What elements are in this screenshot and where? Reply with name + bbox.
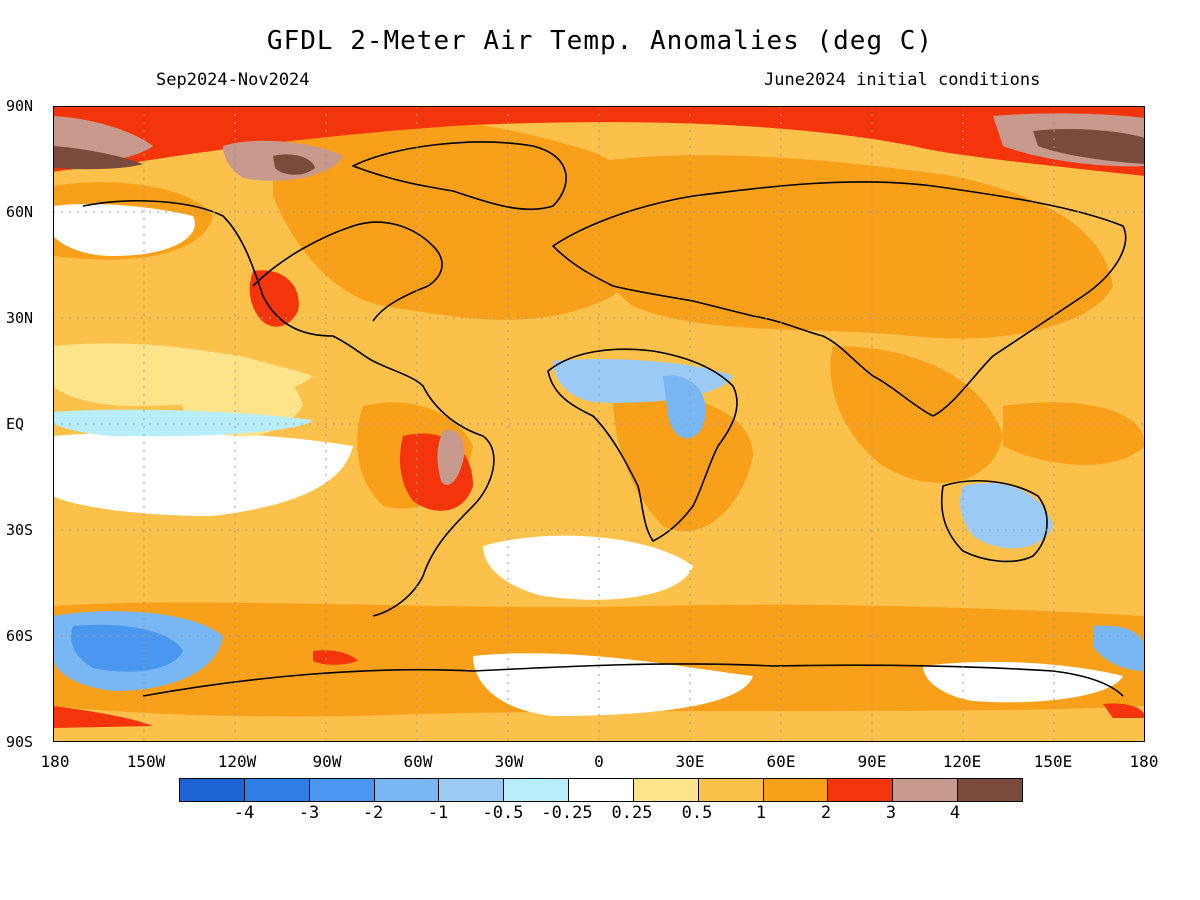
lon-label-30e: 30E (675, 752, 705, 771)
lon-label-60e: 60E (766, 752, 796, 771)
anomaly-patch (273, 154, 315, 175)
anomaly-patch (53, 409, 313, 437)
africa-coastline (547, 348, 738, 542)
lat-label-60n: 60N (6, 203, 34, 221)
lon-label-180e: 180 (1129, 752, 1159, 771)
colorbar-swatch (244, 779, 310, 801)
anomaly-patch (53, 706, 153, 728)
colorbar-swatch (698, 779, 764, 801)
lon-label-120w: 120W (217, 752, 257, 771)
forecast-period: Sep2024-Nov2024 (156, 70, 310, 90)
initial-conditions: June2024 initial conditions (764, 70, 1041, 90)
north-america-east-coastline (252, 221, 443, 322)
anomaly-patch (1103, 703, 1145, 718)
lon-label-150w: 150W (126, 752, 166, 771)
lon-label-120e: 120E (942, 752, 982, 771)
greenland-coastline (352, 141, 567, 211)
colorbar-label: 2 (820, 803, 832, 823)
anomaly-patch (53, 431, 353, 516)
colorbar-swatch (439, 779, 505, 801)
colorbar-swatch (309, 779, 375, 801)
eurasia-coastline (552, 181, 1127, 417)
anomaly-patch (663, 375, 706, 439)
lat-label-eq: EQ (6, 415, 25, 433)
anomaly-patch (1033, 128, 1145, 164)
graticule (53, 106, 1145, 742)
colorbar-label: 1 (755, 803, 767, 823)
colorbar-swatch (569, 779, 634, 801)
anomaly-patch (613, 393, 753, 532)
anomaly-patch (273, 115, 648, 320)
antarctica-coastline (142, 663, 1124, 697)
colorbar-label: -0.5 (482, 803, 524, 823)
colorbar-label: -3 (298, 803, 320, 823)
anomaly-patch (473, 653, 753, 716)
lon-label-180w: 180 (40, 752, 70, 771)
lon-label-90w: 90W (312, 752, 342, 771)
lon-label-90e: 90E (857, 752, 887, 771)
anomaly-map (53, 106, 1145, 742)
colorbar-label: 0.5 (681, 803, 713, 823)
map-title: GFDL 2-Meter Air Temp. Anomalies (deg C) (266, 26, 934, 56)
colorbar-swatch (633, 779, 699, 801)
colorbar-label: -4 (233, 803, 255, 823)
colorbar-swatch (180, 779, 245, 801)
anomaly-patch (1093, 625, 1145, 671)
anomaly-patch (483, 535, 693, 600)
anomaly-patch (923, 661, 1123, 703)
colorbar-swatch (504, 779, 570, 801)
colorbar-label: 4 (949, 803, 961, 823)
colorbar-swatch (958, 779, 1022, 801)
lat-label-30s: 30S (6, 521, 34, 539)
colorbar-label: -2 (362, 803, 384, 823)
colorbar-swatch (763, 779, 829, 801)
colorbar-swatch (374, 779, 440, 801)
map-frame (53, 106, 1145, 742)
anomaly-patch (830, 346, 1003, 483)
lat-label-90s: 90S (6, 733, 34, 751)
anomaly-patch (437, 430, 465, 485)
anomaly-patch (53, 146, 143, 170)
anomaly-patch (960, 482, 1053, 549)
colorbar-label: -1 (427, 803, 449, 823)
lon-label-150e: 150E (1033, 752, 1073, 771)
anomaly-patch (53, 204, 195, 256)
anomaly-patch (313, 650, 358, 665)
anomaly-patch (573, 155, 1113, 339)
americas-coastline (82, 200, 495, 617)
lon-label-60w: 60W (403, 752, 433, 771)
coastlines (82, 141, 1127, 697)
lat-label-30n: 30N (6, 309, 34, 327)
australia-coastline (940, 480, 1048, 563)
anomaly-regions (53, 106, 1145, 728)
anomaly-patch (249, 270, 299, 327)
colorbar-swatch (893, 779, 959, 801)
colorbar-label: 0.25 (611, 803, 653, 823)
lon-label-0: 0 (594, 752, 604, 771)
colorbar (179, 778, 1023, 802)
anomaly-patch (71, 624, 183, 672)
colorbar-swatch (828, 779, 894, 801)
colorbar-label: 3 (885, 803, 897, 823)
lon-label-30w: 30W (494, 752, 524, 771)
lat-label-90n: 90N (6, 97, 34, 115)
colorbar-label: -0.25 (541, 803, 593, 823)
lat-label-60s: 60S (6, 627, 34, 645)
anomaly-patch (1003, 402, 1145, 465)
